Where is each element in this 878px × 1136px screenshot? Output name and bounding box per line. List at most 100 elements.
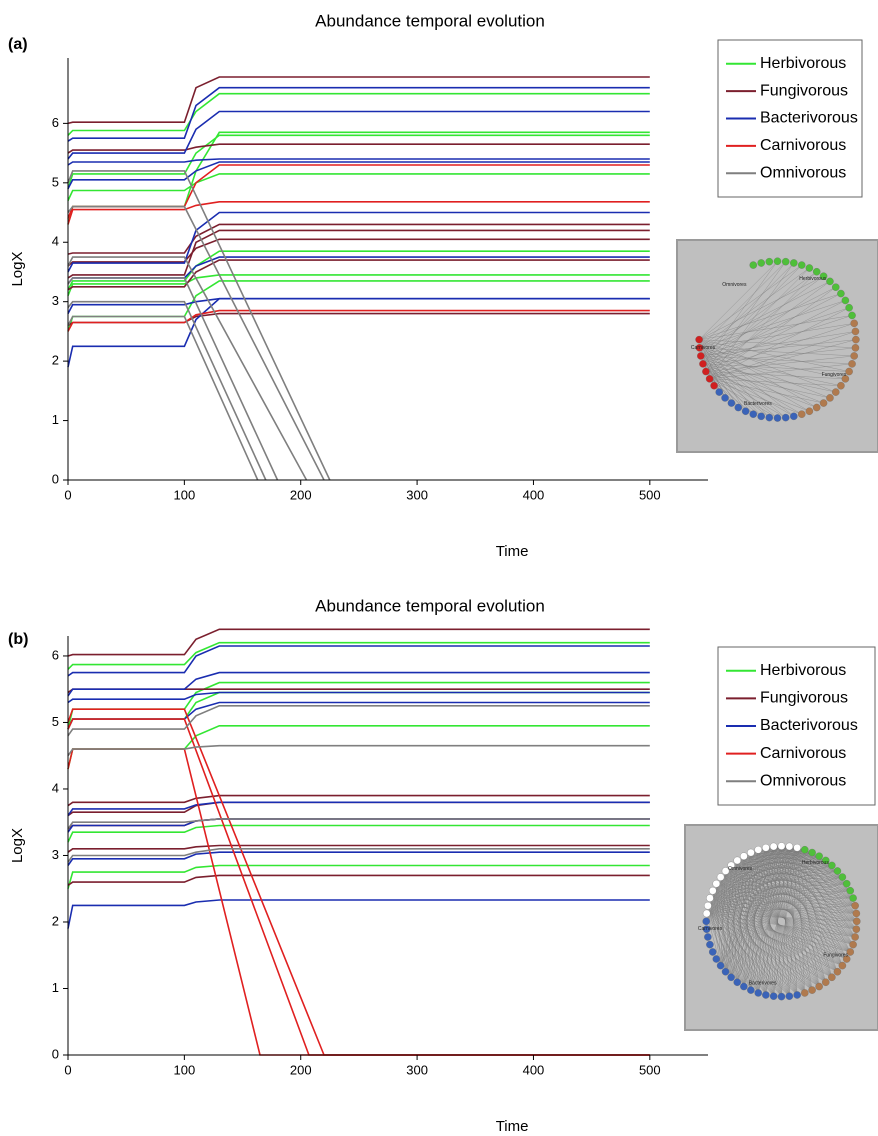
legend-label: Carnivorous bbox=[760, 137, 846, 154]
inset-node bbox=[704, 933, 712, 941]
inset-node bbox=[733, 978, 742, 986]
series-line bbox=[67, 818, 650, 830]
inset-node bbox=[849, 940, 857, 949]
inset-edge bbox=[773, 847, 798, 997]
inset-node bbox=[705, 375, 714, 383]
inset-node bbox=[697, 352, 705, 360]
chart-title: Abundance temporal evolution bbox=[315, 596, 545, 615]
x-tick-label: 400 bbox=[523, 1062, 545, 1077]
inset-label: Fungivores bbox=[822, 372, 847, 378]
inset-node bbox=[708, 948, 717, 956]
inset-edge bbox=[789, 846, 854, 945]
inset-edge bbox=[700, 355, 853, 365]
inset-edge bbox=[702, 261, 778, 364]
inset-edge bbox=[709, 339, 856, 380]
y-tick-label: 4 bbox=[52, 234, 59, 249]
inset-node bbox=[702, 925, 711, 933]
inset-node bbox=[781, 257, 790, 266]
series-line bbox=[67, 691, 650, 730]
inset-edge bbox=[699, 347, 846, 380]
inset-node bbox=[846, 886, 855, 895]
inset-edge bbox=[698, 339, 746, 412]
inset-node bbox=[715, 388, 723, 396]
inset-edge bbox=[699, 261, 786, 348]
inset-edge bbox=[796, 847, 833, 978]
inset-node bbox=[702, 367, 710, 376]
inset-edge bbox=[720, 845, 782, 966]
inset-node bbox=[852, 335, 860, 344]
inset-node bbox=[765, 413, 774, 422]
y-tick-label: 0 bbox=[52, 471, 59, 486]
series-line bbox=[67, 848, 650, 863]
inset-edge bbox=[699, 339, 817, 408]
inset-edge bbox=[709, 378, 841, 386]
inset-edge bbox=[699, 347, 739, 408]
x-tick-label: 300 bbox=[406, 1062, 428, 1077]
inset-label: Carnivores bbox=[698, 926, 723, 932]
inset-node bbox=[845, 304, 853, 312]
inset-node bbox=[704, 901, 712, 910]
series-line bbox=[67, 628, 650, 657]
inset-node bbox=[805, 264, 814, 272]
inset-edge bbox=[698, 339, 770, 418]
y-axis-label: LogX bbox=[9, 828, 26, 863]
inset-node bbox=[826, 277, 834, 286]
inset-edge bbox=[709, 378, 802, 415]
inset-node bbox=[846, 948, 855, 956]
inset-edge bbox=[699, 323, 855, 349]
inset-node bbox=[821, 856, 830, 865]
series-line bbox=[67, 725, 650, 770]
series-line bbox=[67, 161, 650, 190]
series-line bbox=[67, 641, 650, 670]
inset-node bbox=[812, 268, 821, 276]
y-tick-label: 5 bbox=[52, 714, 59, 729]
inset-node bbox=[712, 955, 721, 963]
inset-node bbox=[852, 925, 861, 933]
inset-edge bbox=[699, 339, 856, 349]
inset-label: Omnivores bbox=[728, 866, 753, 872]
inset-node bbox=[805, 407, 814, 416]
inset-node bbox=[785, 842, 794, 851]
inset-edge bbox=[702, 315, 853, 365]
inset-node bbox=[757, 259, 765, 267]
x-tick-label: 500 bbox=[639, 487, 661, 502]
inset-node bbox=[851, 327, 860, 336]
inset-node bbox=[842, 955, 851, 963]
inset-edge bbox=[773, 846, 857, 930]
inset-node bbox=[721, 867, 730, 875]
inset-edge bbox=[720, 870, 726, 966]
inset-node bbox=[852, 909, 861, 918]
inset-node bbox=[849, 894, 857, 902]
inset-edge bbox=[699, 281, 831, 349]
series-line bbox=[67, 143, 650, 154]
inset-node bbox=[747, 848, 755, 857]
y-tick-label: 2 bbox=[52, 913, 59, 928]
inset-network: Omnivores Herbivorous Carnivores Fungivores… bbox=[684, 824, 878, 1031]
panel-label: (a) bbox=[8, 36, 28, 53]
series-line bbox=[67, 864, 650, 889]
inset-edge bbox=[709, 898, 721, 966]
legend-label: Fungivorous bbox=[760, 82, 848, 99]
series-line bbox=[67, 131, 650, 225]
series-line bbox=[67, 277, 279, 481]
y-tick-label: 2 bbox=[52, 353, 59, 368]
series-line bbox=[67, 874, 650, 887]
series-line bbox=[67, 250, 650, 291]
x-tick-label: 500 bbox=[639, 1062, 661, 1077]
inset-label: Bacterivores bbox=[749, 980, 777, 986]
inset-edge bbox=[699, 347, 831, 399]
inset-edge bbox=[699, 347, 855, 357]
inset-edge bbox=[797, 847, 851, 891]
series-line bbox=[67, 645, 650, 677]
inset-node bbox=[828, 861, 836, 870]
inset-node bbox=[721, 394, 729, 402]
inset-edge bbox=[699, 293, 841, 340]
inset-node bbox=[773, 257, 782, 265]
inset-edge bbox=[725, 870, 759, 993]
series-line bbox=[67, 158, 650, 166]
inset-edge bbox=[730, 865, 738, 983]
inset-label: Omnivores bbox=[722, 282, 747, 288]
inset-edge bbox=[743, 847, 798, 987]
inset-node bbox=[832, 283, 840, 291]
inset-node bbox=[706, 894, 714, 902]
